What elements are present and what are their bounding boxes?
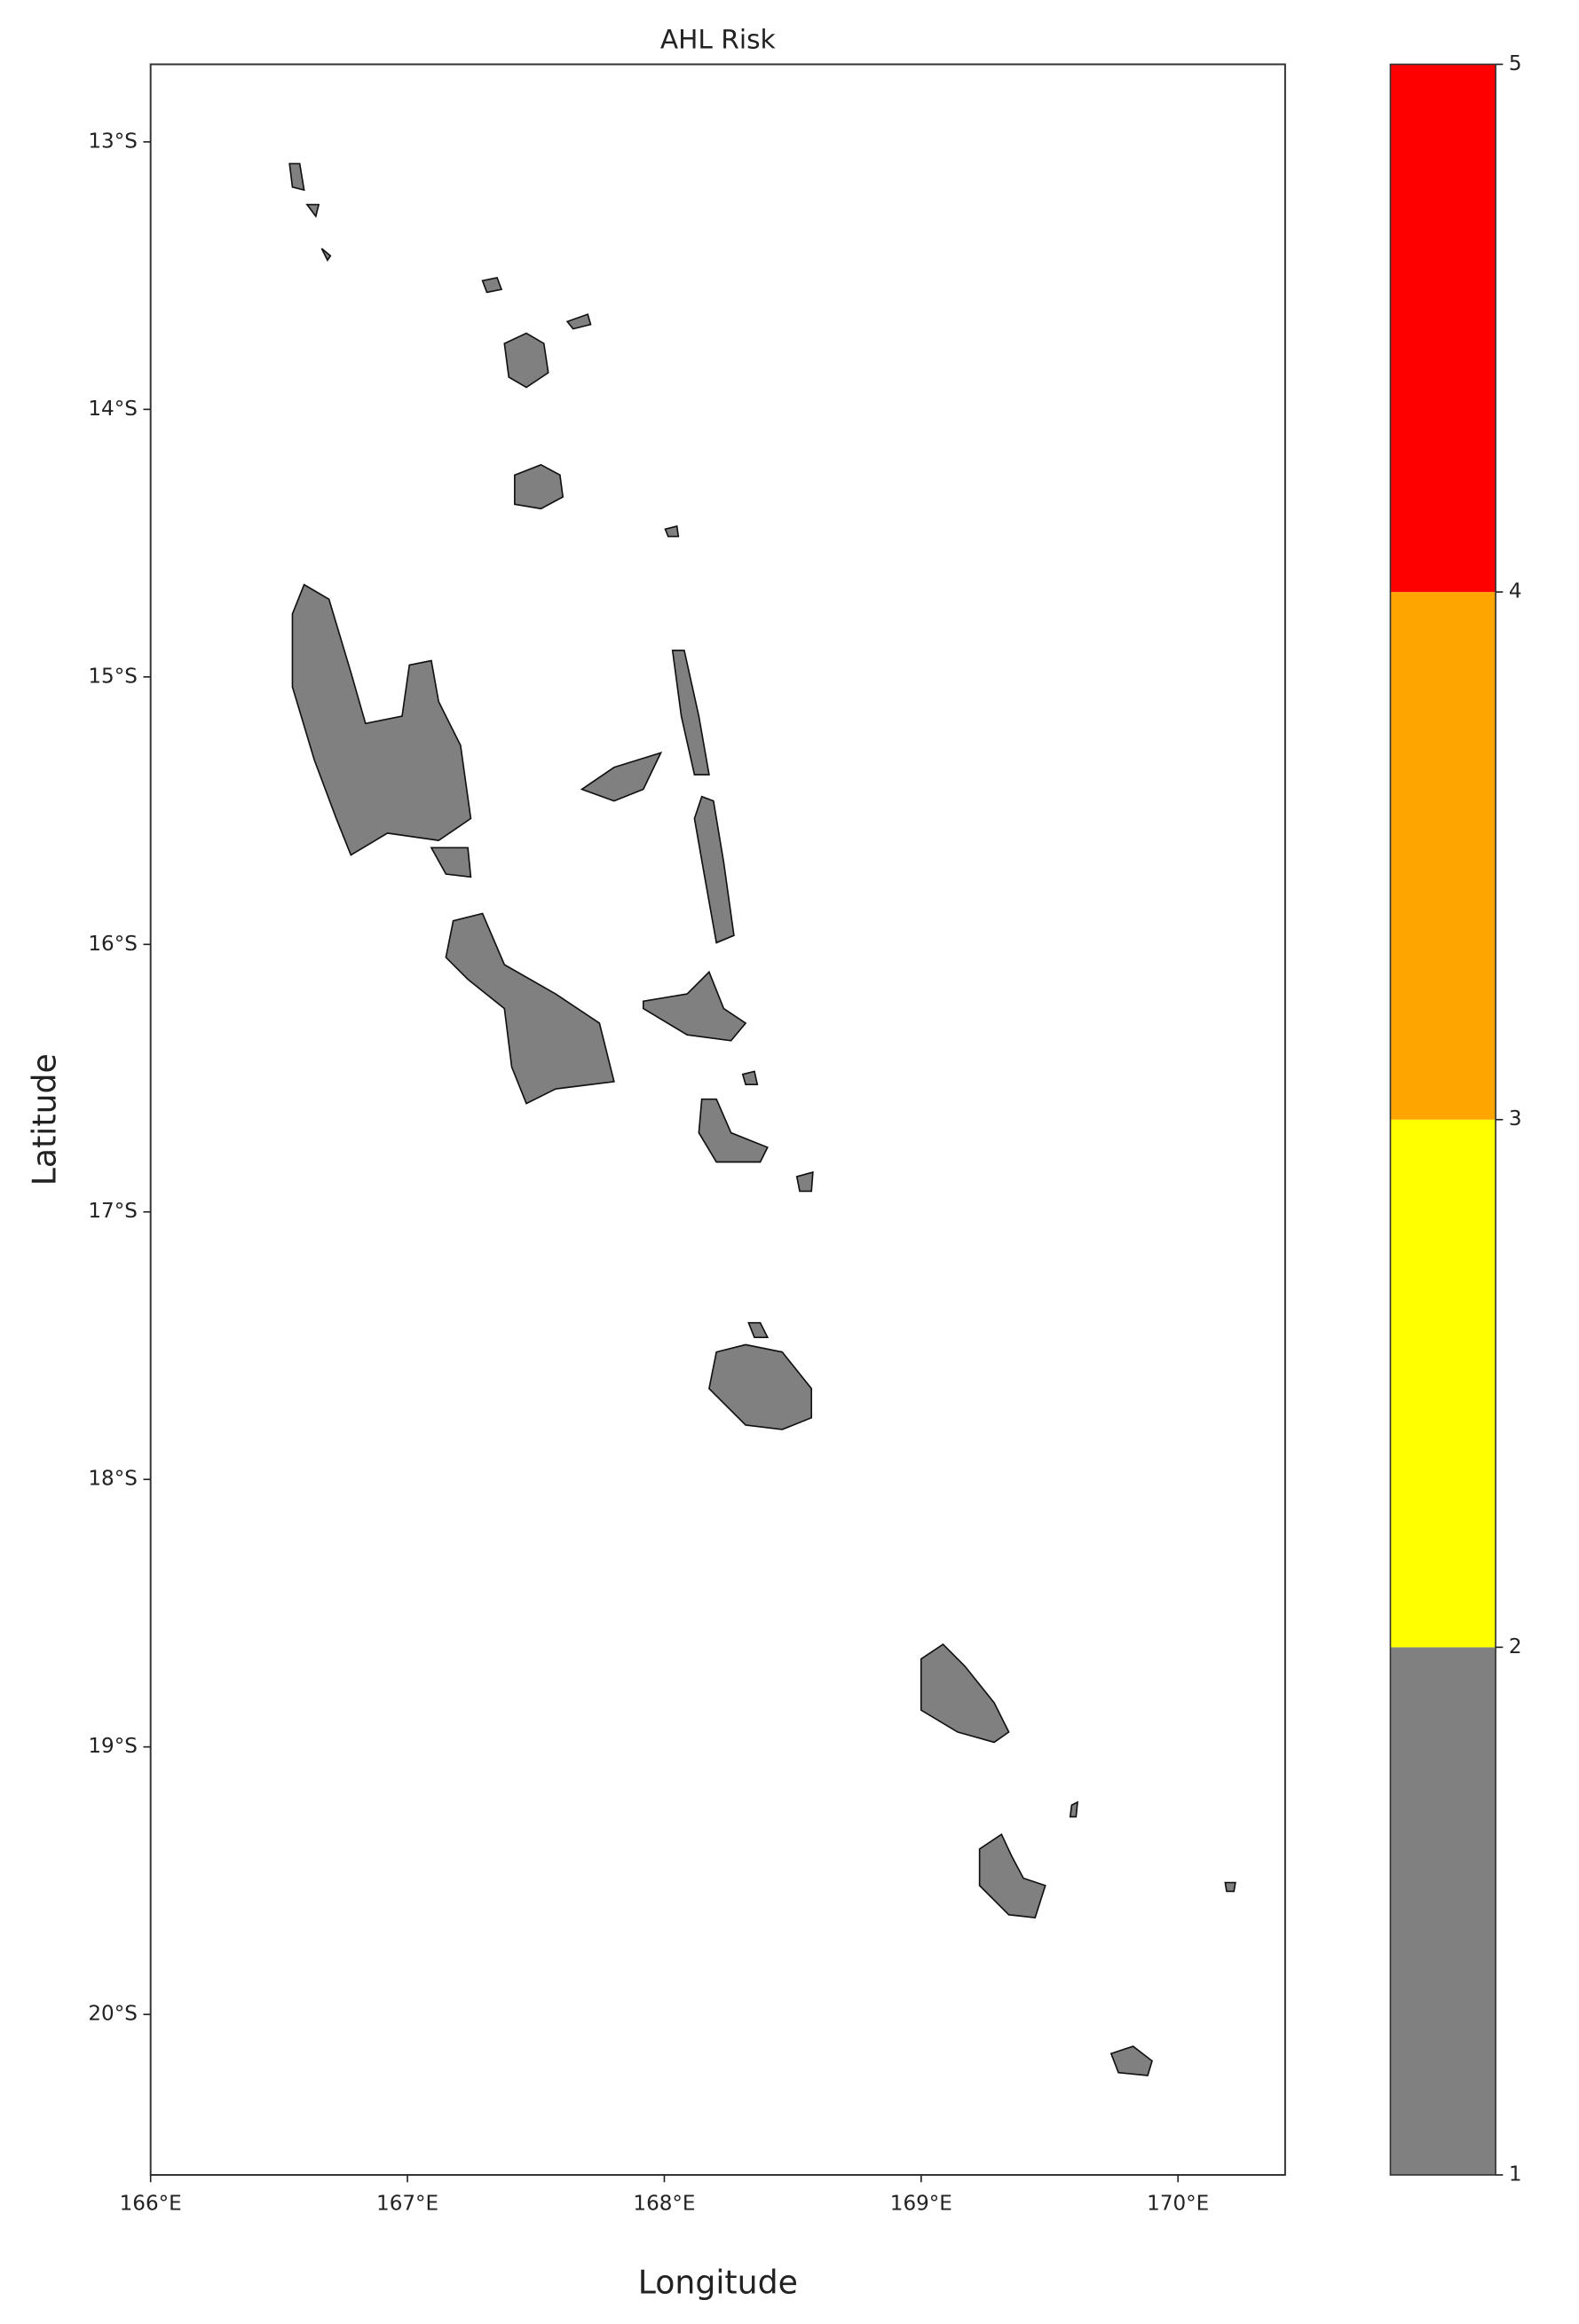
y-tick-label: 19°S: [88, 1735, 137, 1758]
island: [514, 463, 564, 510]
island: [795, 1170, 814, 1193]
y-tick-label: 14°S: [88, 398, 137, 421]
colorbar-tick-label: 3: [1509, 1107, 1522, 1130]
colorbar-segment: [1390, 1119, 1496, 1648]
x-tick-label: 168°E: [633, 2192, 695, 2215]
island: [747, 1321, 770, 1338]
island: [978, 1832, 1046, 1918]
x-tick-label: 170°E: [1147, 2192, 1209, 2215]
island: [291, 583, 472, 856]
island: [445, 912, 615, 1105]
plot-frame: [149, 63, 1286, 2176]
island: [708, 1343, 813, 1430]
island: [1069, 1800, 1078, 1818]
y-tick-label: 17°S: [88, 1200, 137, 1223]
colorbar-segment: [1390, 592, 1496, 1120]
island: [320, 248, 332, 262]
island: [698, 1098, 769, 1163]
island: [580, 751, 663, 802]
x-tick-label: 167°E: [376, 2192, 438, 2215]
colorbar-tick-label: 2: [1509, 1635, 1522, 1658]
island: [1109, 2045, 1153, 2076]
y-tick-label: 15°S: [88, 665, 137, 688]
island: [288, 162, 305, 192]
island: [671, 650, 710, 776]
colorbar-tick-label: 4: [1509, 580, 1522, 603]
x-tick-label: 166°E: [120, 2192, 182, 2215]
island: [503, 332, 549, 389]
island: [481, 277, 503, 294]
y-tick-label: 16°S: [88, 933, 137, 956]
island: [1224, 1881, 1236, 1893]
island: [305, 203, 320, 218]
y-tick-label: 20°S: [88, 2003, 137, 2026]
island: [565, 313, 592, 330]
island: [693, 795, 735, 944]
y-tick-label: 13°S: [88, 130, 137, 153]
island: [920, 1643, 1010, 1744]
chart-title: AHL Risk: [660, 24, 777, 55]
islands: [288, 162, 1236, 2076]
colorbar-tick-label: 1: [1509, 2163, 1522, 2186]
colorbar-segment: [1390, 1647, 1496, 2175]
x-tick-label: 169°E: [890, 2192, 952, 2215]
x-axis-label: Longitude: [638, 2264, 798, 2302]
island: [664, 524, 680, 538]
colorbar-tick-label: 5: [1509, 52, 1522, 75]
island: [430, 847, 472, 878]
colorbar-segment: [1390, 64, 1496, 593]
y-tick-label: 18°S: [88, 1468, 137, 1491]
island: [741, 1070, 759, 1086]
y-axis-label: Latitude: [26, 1053, 64, 1186]
island: [642, 970, 747, 1042]
